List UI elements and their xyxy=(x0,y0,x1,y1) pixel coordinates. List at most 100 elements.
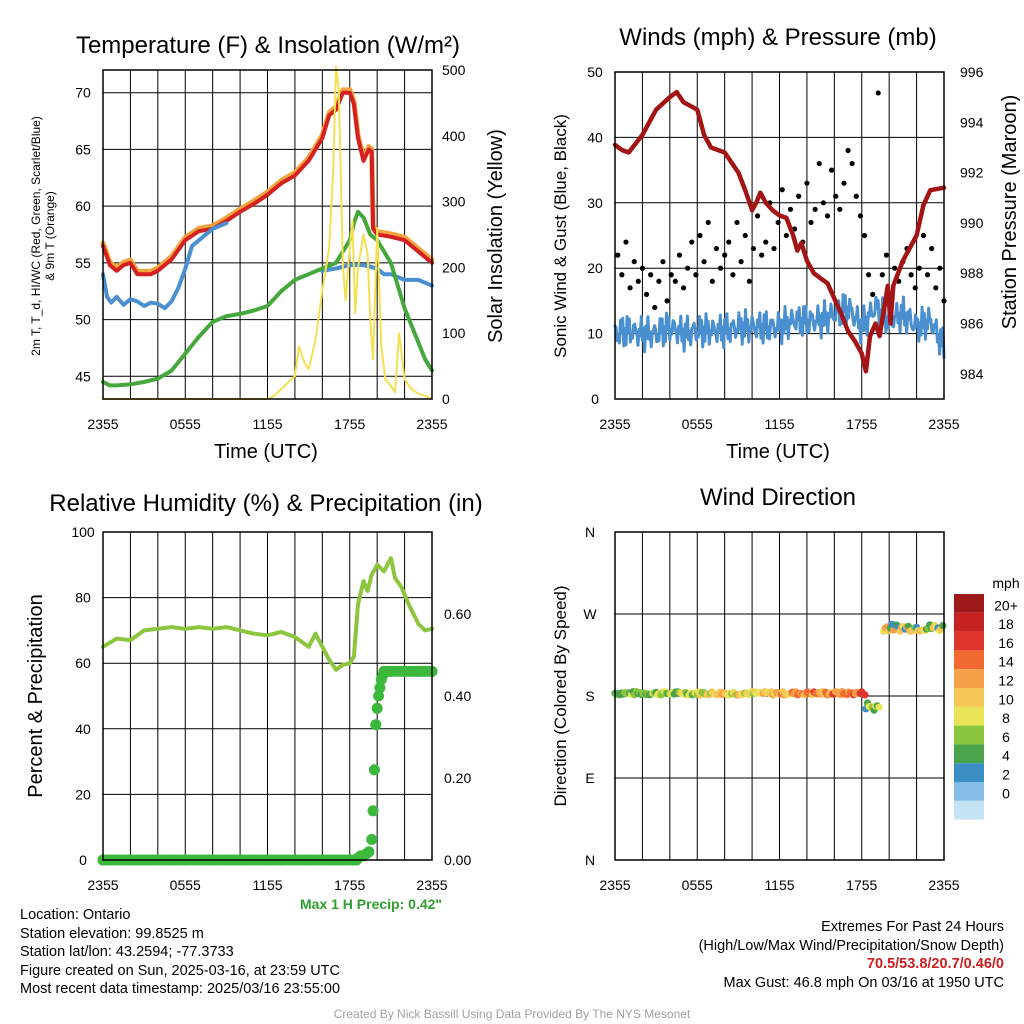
gust-point xyxy=(672,278,678,284)
colorbar-label: 10 xyxy=(998,691,1014,707)
gust-point xyxy=(933,285,939,291)
precip-point xyxy=(367,805,379,817)
gust-point xyxy=(879,272,885,278)
gust-point xyxy=(857,213,863,219)
wind-x-tick-label: 1155 xyxy=(764,416,794,432)
colorbar-swatch xyxy=(954,725,984,745)
wind-ylabel-left: Sonic Wind & Gust (Blue, Black) xyxy=(551,114,570,358)
extremes-subtitle: (High/Low/Max Wind/Precipitation/Snow De… xyxy=(698,937,1004,954)
colorbar-swatch xyxy=(954,800,984,820)
gust-point xyxy=(697,232,703,239)
dir-x-tick-label: 1155 xyxy=(764,877,794,893)
gust-point xyxy=(689,239,695,245)
temp-y2-tick-label: 0 xyxy=(442,391,450,407)
temp-x-tick-label: 1755 xyxy=(334,416,365,432)
gust-point xyxy=(875,90,881,96)
gust-point xyxy=(916,265,922,271)
temp-series-line xyxy=(102,65,433,400)
colorbar-label: 4 xyxy=(1002,748,1010,764)
gust-point xyxy=(639,265,646,271)
gust-point xyxy=(619,272,625,278)
gust-point xyxy=(722,252,728,258)
temp-series-line xyxy=(101,221,229,311)
rh-x-tick-label: 2355 xyxy=(416,877,447,893)
wind-x-tick-label: 2355 xyxy=(928,416,959,432)
direction-point xyxy=(875,703,883,711)
wind-y-tick-label: 40 xyxy=(587,129,603,145)
temp-y2-tick-label: 100 xyxy=(442,325,466,341)
gust-point xyxy=(779,187,785,193)
gust-point xyxy=(808,219,814,226)
gust-point xyxy=(717,265,724,271)
temperature-panel: 2355 0555 1155 1755 2355 45 50 55 60 65 70 0 100 200 3… xyxy=(75,62,465,432)
temp-ylabel-left-2: & 9m T (Orange) xyxy=(43,191,57,281)
gust-point xyxy=(912,285,918,291)
wind-y-tick-label: 0 xyxy=(591,391,599,407)
wind-frame xyxy=(614,71,945,400)
colorbar-swatch xyxy=(954,631,984,651)
wind-x-tick-label: 2355 xyxy=(599,416,630,432)
dir-y-tick-label: W xyxy=(583,606,597,622)
gust-point xyxy=(816,160,822,167)
gust-point xyxy=(660,259,666,265)
gust-point xyxy=(705,219,711,226)
dir-x-tick-label: 1755 xyxy=(846,877,877,893)
gust-point xyxy=(701,259,707,265)
dir-ylabel: Direction (Colored By Speed) xyxy=(551,585,570,806)
pressure-line xyxy=(612,89,947,374)
gust-point xyxy=(676,252,683,258)
temp-ylabel-right: Solar Insolation (Yellow) xyxy=(485,129,507,343)
temp-y-tick-label: 70 xyxy=(75,85,91,101)
colorbar-label: 14 xyxy=(998,654,1014,670)
dir-y-tick-label: N xyxy=(585,524,595,540)
gust-point xyxy=(742,232,748,239)
colorbar-label: 2 xyxy=(1002,766,1010,782)
wind-y-tick-label: 10 xyxy=(587,326,603,342)
recent-text: Most recent data timestamp: 2025/03/16 2… xyxy=(20,981,341,997)
max-gust-text: Max Gust: 46.8 mph On 03/16 at 1950 UTC xyxy=(723,974,1004,991)
gust-point xyxy=(627,285,633,291)
rh-y-tick-label: 0 xyxy=(79,852,87,868)
speed-colorbar: 20+ 18 16 14 12 10 8 6 4 2 0 xyxy=(954,594,1018,820)
dir-x-tick-label: 2355 xyxy=(928,877,959,893)
gust-point xyxy=(680,285,687,291)
wind-x-tick-label: 0555 xyxy=(682,416,713,432)
gust-point xyxy=(738,259,744,265)
gust-point xyxy=(734,219,740,226)
rh-frame xyxy=(102,531,433,861)
wind-y-tick-label: 20 xyxy=(587,260,603,276)
gust-point xyxy=(837,206,843,212)
temp-y-tick-label: 55 xyxy=(75,255,91,271)
gust-point xyxy=(820,200,826,206)
rh-y-tick-label: 20 xyxy=(75,786,91,802)
rh-x-tick-label: 1755 xyxy=(334,877,365,893)
wind-y-tick-label: 30 xyxy=(587,195,603,211)
temp-y-tick-label: 45 xyxy=(75,368,91,384)
temp-xlabel: Time (UTC) xyxy=(214,441,318,463)
precip-point xyxy=(368,764,380,776)
temp-y-tick-label: 65 xyxy=(75,141,91,157)
precip-point xyxy=(371,702,383,714)
gust-point xyxy=(853,193,859,199)
gust-point xyxy=(883,252,890,258)
gust-point xyxy=(861,232,868,239)
extremes-values: 70.5/53.8/20.7/0.46/0 xyxy=(866,956,1004,972)
rh-y2-tick-label: 0.20 xyxy=(444,770,471,786)
gust-point xyxy=(783,232,789,239)
extremes-info: Extremes For Past 24 Hours (High/Low/Max… xyxy=(699,918,1004,992)
dir-y-tick-label: S xyxy=(585,688,594,704)
gust-point xyxy=(643,291,650,297)
temp-y2-tick-label: 300 xyxy=(442,194,466,210)
gust-point xyxy=(713,245,720,252)
gust-point xyxy=(763,239,769,245)
colorbar-swatch xyxy=(954,706,984,726)
rh-x-tick-label: 1155 xyxy=(252,877,282,893)
temp-series-line xyxy=(101,90,434,277)
wind-title: Winds (mph) & Pressure (mb) xyxy=(619,24,936,51)
gust-point xyxy=(824,213,831,219)
direction-point xyxy=(939,622,947,630)
gust-point xyxy=(656,278,662,284)
gust-point xyxy=(849,160,855,167)
colorbar-swatch xyxy=(954,744,984,764)
